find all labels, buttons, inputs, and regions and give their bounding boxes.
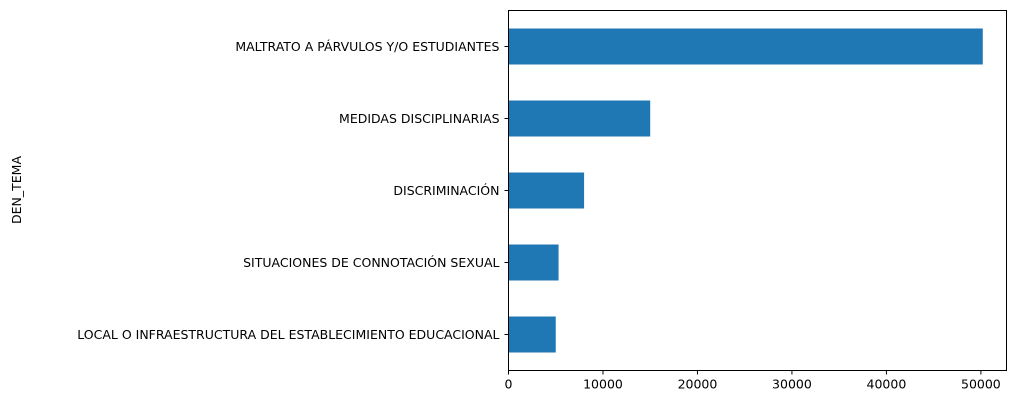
x-tick-label-4: 40000 (867, 377, 907, 392)
y-tick-label-1: SITUACIONES DE CONNOTACIÓN SEXUAL (243, 255, 499, 270)
y-ticks-group: LOCAL O INFRAESTRUCTURA DEL ESTABLECIMIE… (77, 39, 509, 342)
bar-1 (508, 244, 559, 281)
bar-2 (508, 172, 585, 209)
y-axis-label: DEN_TEMA (9, 156, 24, 224)
y-tick-label-2: DISCRIMINACIÓN (393, 183, 499, 198)
x-ticks-group: 0 10000 20000 30000 40000 50000 (505, 370, 1001, 392)
x-tick-label-5: 50000 (961, 377, 1001, 392)
y-tick-label-0: LOCAL O INFRAESTRUCTURA DEL ESTABLECIMIE… (77, 327, 499, 342)
x-tick-label-2: 20000 (678, 377, 718, 392)
y-tick-label-4: MALTRATO A PÁRVULOS Y/O ESTUDIANTES (235, 39, 499, 54)
bars-group (508, 28, 983, 353)
bar-3 (508, 100, 651, 137)
x-tick-label-0: 0 (505, 377, 513, 392)
bar-0 (508, 316, 556, 353)
y-tick-label-3: MEDIDAS DISCIPLINARIAS (339, 111, 500, 126)
x-tick-label-3: 30000 (772, 377, 812, 392)
bar-4 (508, 28, 983, 65)
x-tick-label-1: 10000 (583, 377, 623, 392)
plot-frame (508, 10, 1007, 371)
